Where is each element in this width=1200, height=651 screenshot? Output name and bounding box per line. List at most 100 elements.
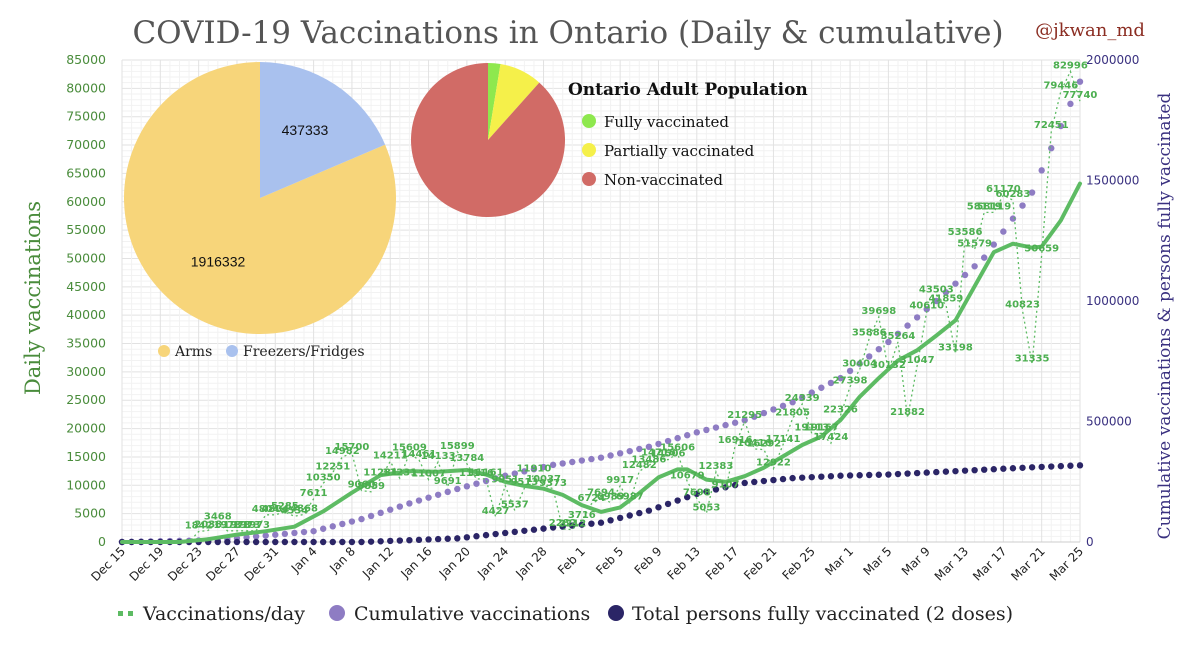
daily-data-label: 41859 (928, 294, 963, 305)
cumulative-point (396, 503, 404, 510)
pie-slice-value-label: 1916332 (191, 254, 246, 270)
cumulative-point (511, 470, 518, 477)
daily-data-label: 35886 (852, 328, 887, 339)
cumulative-point (674, 434, 681, 442)
fully-vaccinated-point (731, 481, 739, 489)
pie1-legend: Arms Freezers/Fridges (158, 344, 365, 360)
cumulative-point (1019, 202, 1026, 209)
daily-data-label: 11116 (459, 468, 494, 479)
daily-data-label: 10679 (670, 470, 705, 481)
daily-data-label: 30132 (871, 360, 906, 371)
fully-vaccinated-point (693, 490, 700, 497)
fully-vaccinated-point (348, 538, 356, 546)
daily-data-label: 12251 (315, 462, 350, 473)
cumulative-point (291, 529, 298, 537)
cumulative-point (252, 533, 260, 540)
daily-data-label: 1973 (223, 520, 251, 531)
legend-daily-marker (118, 611, 133, 616)
cumulative-point (655, 440, 662, 448)
fully-vaccinated-point (1076, 462, 1084, 469)
fully-vaccinated-point (846, 472, 854, 479)
left-axis-tick: 65000 (66, 165, 106, 180)
daily-data-label: 17424 (814, 432, 849, 443)
left-axis-tick: 15000 (66, 449, 106, 464)
cumulative-point (607, 452, 614, 459)
cumulative-point (636, 445, 643, 453)
daily-data-label: 31335 (1015, 353, 1050, 364)
x-axis-tick: Mar 21 (1008, 544, 1047, 583)
fully-vaccinated-point (300, 538, 308, 546)
left-axis-tick: 20000 (66, 421, 106, 436)
daily-data-label: 6987 (616, 491, 644, 502)
fully-vaccinated-point (904, 470, 911, 477)
cumulative-point (894, 330, 902, 337)
author-handle: @jkwan_md (1035, 20, 1145, 41)
legend-non-marker (582, 172, 596, 186)
legend-fully-vaccinated-label: Total persons fully vaccinated (2 doses) (632, 603, 1013, 625)
x-axis-tick: Dec 19 (127, 544, 167, 584)
cumulative-point (1038, 167, 1045, 174)
fully-vaccinated-point (655, 504, 662, 511)
pie-slice-partial (488, 64, 540, 140)
fully-vaccinated-point (1048, 463, 1055, 470)
daily-data-label: 5285 (271, 501, 299, 512)
daily-data-label: 12383 (699, 461, 734, 472)
legend-fully-vaccinated-marker (608, 605, 624, 621)
cumulative-point (712, 424, 720, 431)
cumulative-point (760, 409, 768, 417)
x-axis-tick: Jan 4 (288, 544, 320, 576)
fully-vaccinated-point (952, 467, 959, 475)
fully-vaccinated-point (866, 471, 873, 479)
main-legend: Vaccinations/day Cumulative vaccinations… (118, 603, 1013, 625)
daily-data-label: 10037 (526, 474, 561, 485)
cumulative-point (262, 532, 269, 539)
cumulative-point (434, 491, 442, 498)
cumulative-point (703, 426, 710, 434)
fully-vaccinated-point (281, 538, 289, 546)
daily-data-label: 58119 (976, 201, 1011, 212)
daily-data-label: 60283 (996, 189, 1031, 200)
cumulative-point (827, 379, 835, 387)
cumulative-point (885, 338, 892, 346)
daily-data-label: 1973 (233, 520, 261, 531)
cumulative-point (933, 297, 940, 305)
cumulative-point (502, 472, 509, 479)
cumulative-point (549, 461, 557, 469)
cumulative-point (319, 525, 327, 532)
cumulative-point (540, 463, 547, 471)
right-axis-tick: 1500000 (1086, 174, 1139, 188)
daily-data-label: 9373 (539, 478, 567, 489)
legend-arms-label: Arms (174, 344, 212, 360)
cumulative-point (731, 419, 739, 426)
pie-slice-freezers (260, 62, 386, 198)
x-axis-tick: Jan 20 (436, 544, 473, 581)
daily-data-label: 61170 (986, 184, 1021, 195)
cumulative-point (722, 421, 729, 429)
daily-data-label: 53586 (948, 227, 983, 238)
daily-data-label: 30404 (842, 359, 877, 370)
cumulative-point (770, 406, 777, 413)
daily-data-label: 14211 (373, 450, 408, 461)
fully-vaccinated-point (837, 472, 844, 479)
daily-data-label: 4804 (252, 504, 280, 515)
fully-vaccinated-point (482, 531, 490, 539)
fully-vaccinated-point (827, 473, 835, 480)
right-axis-tick: 1000000 (1086, 294, 1139, 308)
cumulative-point (310, 527, 317, 535)
chart-title: COVID-19 Vaccinations in Ontario (Daily … (132, 15, 1003, 51)
daily-data-label: 40823 (1005, 300, 1040, 311)
fully-vaccinated-point (1009, 465, 1017, 472)
fully-vaccinated-point (214, 538, 221, 546)
cumulative-point (1028, 189, 1036, 196)
x-axis-tick: Mar 5 (861, 544, 895, 578)
right-axis-ticks: 0 500000 1000000 1500000 2000000 (1086, 53, 1139, 549)
cumulative-point (272, 531, 279, 538)
left-axis-tick: 25000 (66, 392, 106, 407)
daily-data-label: 21295 (727, 410, 762, 421)
cumulative-point (300, 528, 308, 536)
daily-data-label: 15609 (392, 442, 427, 453)
daily-data-label: 3716 (568, 510, 596, 521)
x-axis-tick: Mar 1 (822, 544, 856, 578)
fully-vaccinated-point (233, 538, 241, 546)
daily-data-label: 15606 (660, 443, 695, 454)
